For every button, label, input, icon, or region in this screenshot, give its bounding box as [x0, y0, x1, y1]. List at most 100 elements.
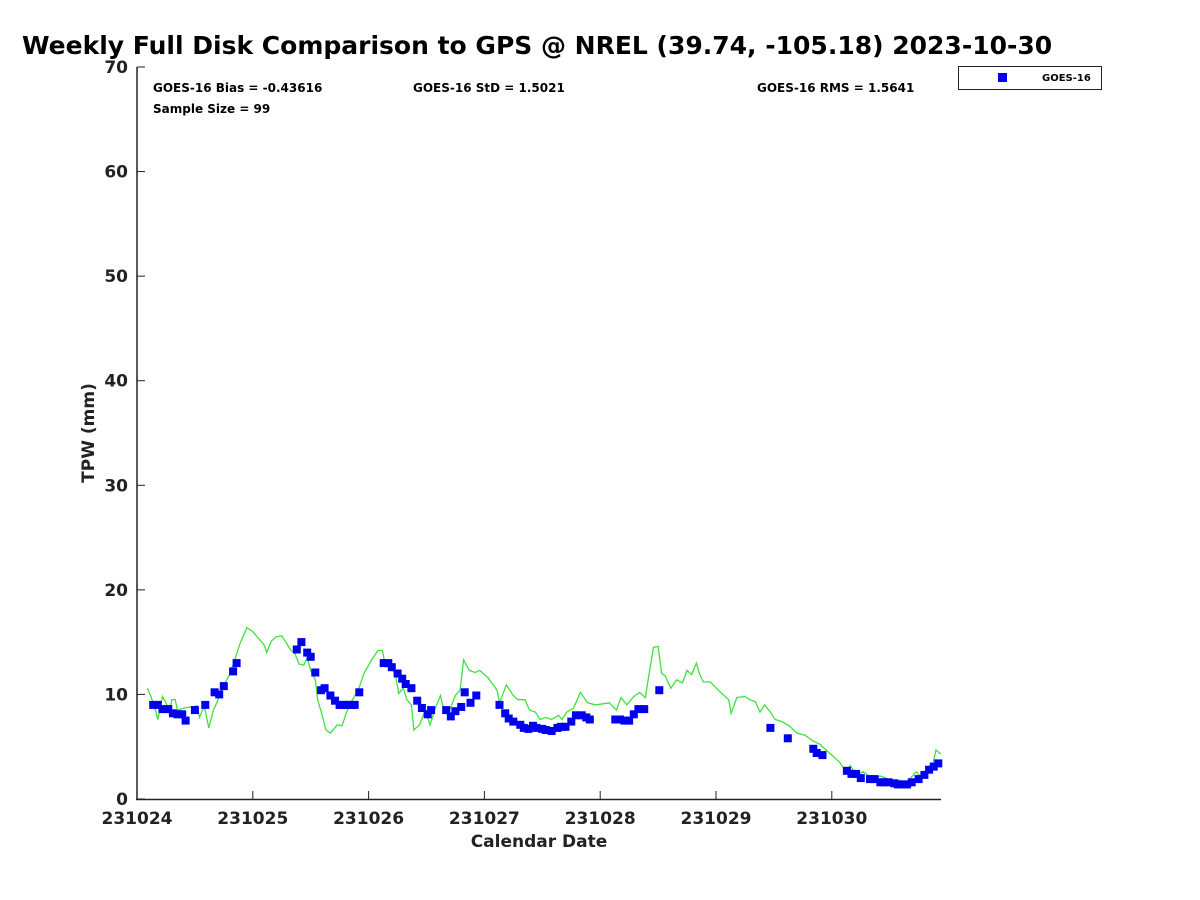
goes16-data-point [451, 707, 460, 716]
goes16-data-point [457, 703, 466, 711]
gps-series-line [146, 626, 942, 787]
goes16-data-point [524, 724, 533, 733]
goes16-data-point [460, 688, 469, 697]
goes16-data-point [413, 696, 422, 705]
legend-box [958, 66, 1102, 90]
goes16-data-point [472, 691, 481, 700]
goes16-data-point [446, 712, 455, 721]
goes16-data-point [442, 706, 451, 715]
goes16-data-point [847, 769, 856, 778]
goes16-data-point [306, 652, 315, 661]
goes16-data-point [519, 723, 528, 732]
goes16-data-point [393, 669, 402, 678]
goes16-data-point [571, 711, 580, 720]
goes16-data-point [585, 715, 594, 724]
goes16-data-point [407, 684, 416, 693]
goes16-data-point [387, 663, 396, 672]
goes16-data-point [893, 780, 902, 789]
goes16-data-point [577, 711, 586, 720]
goes16-data-point [914, 775, 923, 784]
x-tick-label: 231028 [565, 809, 636, 829]
stat-bias: GOES-16 Bias = -0.43616 [153, 81, 322, 95]
x-tick-label: 231030 [796, 809, 867, 829]
goes16-data-point [541, 726, 550, 734]
goes16-data-point [232, 659, 241, 668]
goes16-data-point [331, 696, 339, 705]
goes16-data-point [417, 704, 426, 712]
goes16-data-point [158, 705, 167, 714]
goes16-data-point [766, 723, 775, 732]
goes16-data-point [655, 686, 664, 695]
goes16-data-point [907, 778, 916, 787]
goes16-data-point [561, 722, 570, 731]
legend-marker-goes16 [998, 73, 1007, 82]
goes16-data-point [153, 700, 162, 709]
goes16-data-point [611, 715, 620, 724]
goes16-data-point [903, 780, 912, 789]
y-tick-label: 30 [104, 476, 128, 496]
goes16-data-point [818, 751, 827, 760]
goes16-data-point [311, 668, 320, 677]
goes16-data-point [856, 774, 865, 783]
goes16-data-point [620, 716, 629, 725]
goes16-data-point [379, 659, 388, 668]
goes16-data-point [934, 759, 943, 768]
y-tick-label: 40 [104, 372, 128, 392]
goes16-data-point [178, 710, 187, 719]
goes16-data-point [809, 744, 818, 753]
goes16-data-point [168, 709, 177, 718]
goes16-data-point [532, 723, 541, 732]
goes16-data-point [297, 638, 306, 647]
goes16-data-point [210, 688, 219, 697]
goes16-data-point [398, 674, 407, 683]
goes16-data-point [866, 775, 874, 784]
goes16-data-point [219, 682, 228, 691]
goes16-data-point [884, 778, 893, 787]
x-axis-label: Calendar Date [471, 832, 608, 852]
goes16-data-point [181, 716, 190, 725]
goes16-data-point [629, 710, 638, 719]
goes16-data-point [556, 722, 565, 731]
x-tick-label: 231027 [449, 809, 520, 829]
goes16-data-point [509, 717, 518, 726]
goes16-data-point [852, 769, 861, 778]
stat-rms: GOES-16 RMS = 1.5641 [757, 81, 914, 95]
y-tick-label: 60 [104, 163, 128, 183]
goes16-data-point [201, 700, 210, 709]
goes16-data-point [898, 780, 907, 789]
goes16-data-point [303, 648, 312, 657]
goes16-data-point [149, 700, 158, 709]
goes16-data-point [292, 645, 301, 654]
goes16-data-point [842, 766, 851, 775]
goes16-data-point [401, 680, 410, 688]
goes16-data-point [501, 709, 510, 718]
chart-title: Weekly Full Disk Comparison to GPS @ NRE… [22, 31, 1052, 60]
goes16-data-point [640, 705, 649, 714]
goes16-data-point [466, 698, 475, 707]
goes16-data-point [350, 700, 359, 709]
x-tick-label: 231024 [102, 809, 173, 829]
goes16-data-point [342, 700, 351, 709]
goes16-data-point [173, 710, 182, 719]
goes16-data-point [920, 770, 929, 779]
goes16-data-point [925, 765, 934, 774]
goes16-data-point [495, 700, 504, 709]
y-tick-label: 20 [104, 581, 128, 601]
goes16-data-point [615, 715, 624, 724]
goes16-data-point [870, 775, 879, 784]
y-tick-label: 10 [104, 685, 128, 705]
y-axis-label: TPW (mm) [79, 383, 99, 483]
goes16-data-point [812, 749, 821, 757]
goes16-data-point [229, 667, 238, 676]
x-tick-label: 231029 [681, 809, 752, 829]
goes16-data-point [320, 684, 329, 693]
goes16-data-point [164, 705, 173, 714]
stat-sample-size: Sample Size = 99 [153, 102, 270, 116]
x-tick-label: 231025 [217, 809, 288, 829]
x-tick-label: 231026 [333, 809, 404, 829]
goes16-data-point [326, 691, 335, 700]
goes16-data-point [929, 762, 938, 771]
goes16-data-point [215, 690, 224, 699]
